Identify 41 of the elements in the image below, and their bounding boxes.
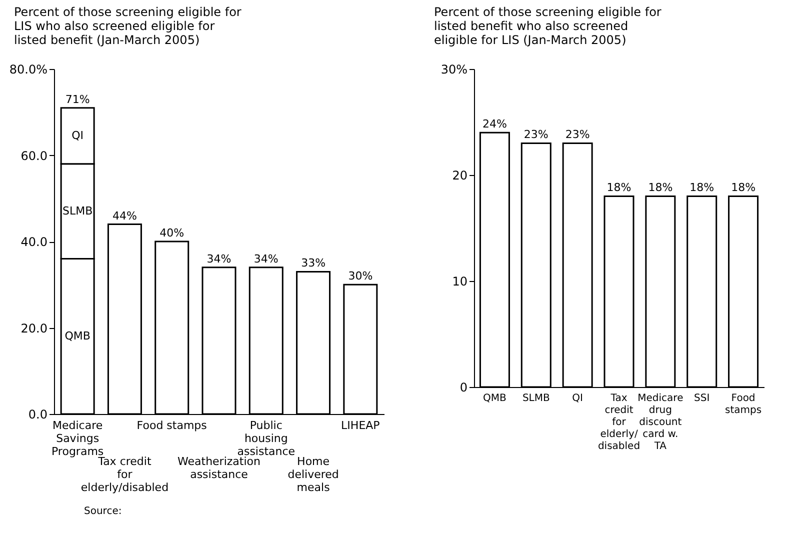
total-label: 44% <box>112 209 137 222</box>
x-tick-label: Tax credit for elderly/disabled <box>80 455 169 494</box>
series-label: SLMB <box>62 204 93 218</box>
x-tick-label: SSI <box>694 393 710 404</box>
total-label: 33% <box>301 256 326 270</box>
y-tick-label: 40.0 <box>20 235 48 249</box>
data-label: 18% <box>731 181 756 194</box>
x-tick-label: QI <box>572 393 583 404</box>
x-tick-label: Weatherization assistance <box>178 455 260 481</box>
data-label: 24% <box>482 118 507 131</box>
y-tick-label: 30% <box>440 62 468 76</box>
total-label: 34% <box>206 252 232 266</box>
source-note: Source: <box>84 506 122 517</box>
total-label: 30% <box>348 270 373 283</box>
y-tick-label: 0 <box>460 380 468 394</box>
y-tick-label: 0.0 <box>28 408 48 422</box>
x-tick-label: Medicare Savings Programs <box>51 419 104 458</box>
total-label: 34% <box>254 252 278 266</box>
y-tick-label: 60.0 <box>20 148 48 163</box>
data-label: 18% <box>606 181 632 194</box>
y-tick-label: 10 <box>452 274 468 288</box>
y-tick-label: 80.0% <box>9 62 48 76</box>
data-label: 18% <box>648 181 673 194</box>
series-label: QMB <box>64 329 90 342</box>
series-label: QI <box>72 128 84 142</box>
x-tick-label: LIHEAP <box>341 419 380 432</box>
x-tick-label: QMB <box>483 393 507 404</box>
y-tick-label: 20 <box>452 168 468 182</box>
x-tick-label: Food stamps <box>725 393 762 416</box>
x-tick-label: SLMB <box>522 393 550 404</box>
x-tick-label: Home delivered meals <box>288 455 339 494</box>
chart-title: Percent of those screening eligible for LIS who also screened eligible for listed benefit (Jan-March 2005) <box>14 5 242 47</box>
data-label: 18% <box>690 181 714 194</box>
x-tick-label: Public housing assistance <box>237 419 296 458</box>
x-tick-label: Food stamps <box>136 419 208 432</box>
total-label: 71% <box>65 92 90 106</box>
data-label: 23% <box>565 128 590 142</box>
data-label: 23% <box>524 128 548 142</box>
chart-title: Percent of those screening eligible for listed benefit who also screened eligible for LIS (Jan-March 2005) <box>434 5 662 47</box>
total-label: 40% <box>160 226 184 240</box>
y-tick-label: 20.0 <box>20 321 48 336</box>
